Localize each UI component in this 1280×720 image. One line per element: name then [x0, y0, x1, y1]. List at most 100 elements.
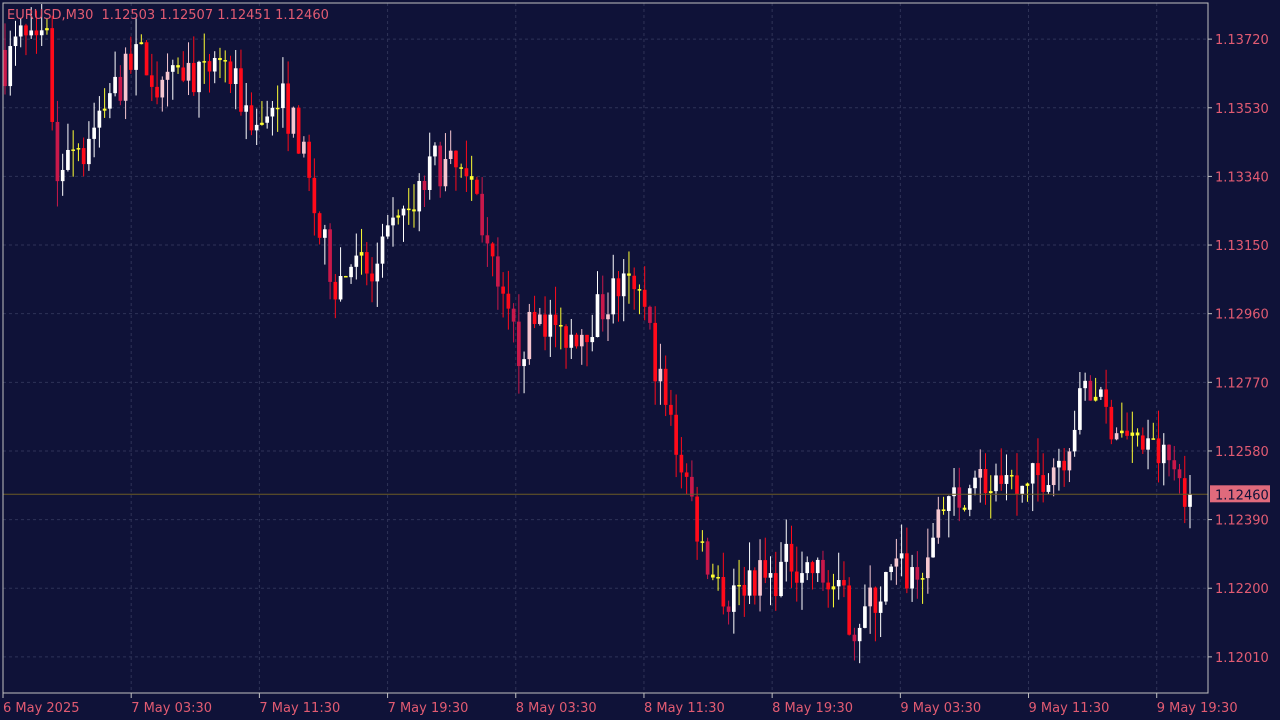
candle[interactable]: [548, 299, 553, 357]
candle[interactable]: [102, 88, 107, 118]
candle[interactable]: [758, 539, 762, 612]
candle[interactable]: [448, 130, 453, 165]
candle[interactable]: [878, 586, 883, 638]
candle[interactable]: [1004, 454, 1009, 501]
candle[interactable]: [244, 82, 249, 140]
candle[interactable]: [275, 85, 280, 132]
candle[interactable]: [1067, 448, 1072, 483]
candle[interactable]: [821, 550, 825, 591]
candle[interactable]: [328, 223, 332, 300]
candle[interactable]: [543, 296, 547, 351]
candle[interactable]: [370, 257, 374, 303]
candle[interactable]: [323, 224, 327, 265]
candle[interactable]: [716, 565, 720, 591]
candle[interactable]: [747, 542, 752, 605]
candle[interactable]: [648, 305, 652, 330]
candle[interactable]: [931, 523, 935, 558]
candle[interactable]: [794, 546, 799, 602]
candle[interactable]: [1140, 427, 1145, 454]
candle[interactable]: [228, 55, 233, 94]
candle[interactable]: [380, 223, 385, 278]
candle[interactable]: [679, 437, 684, 489]
candle[interactable]: [579, 329, 584, 365]
candle[interactable]: [983, 453, 988, 505]
candle[interactable]: [752, 567, 757, 605]
candle[interactable]: [663, 355, 668, 417]
candle[interactable]: [469, 155, 474, 201]
candle[interactable]: [1046, 473, 1051, 495]
candle[interactable]: [39, 4, 44, 46]
candle[interactable]: [66, 123, 70, 172]
candle[interactable]: [307, 134, 311, 192]
candle[interactable]: [595, 271, 600, 338]
candle[interactable]: [627, 251, 631, 304]
candle[interactable]: [475, 176, 479, 196]
candle[interactable]: [994, 463, 998, 502]
candle[interactable]: [564, 324, 568, 369]
candle[interactable]: [281, 57, 285, 128]
candle[interactable]: [1051, 458, 1056, 497]
candle[interactable]: [695, 486, 699, 560]
candle[interactable]: [684, 463, 689, 495]
candle[interactable]: [527, 303, 532, 365]
candle[interactable]: [1167, 444, 1171, 477]
candle[interactable]: [1083, 372, 1087, 401]
candle[interactable]: [401, 205, 406, 242]
candle[interactable]: [600, 275, 605, 332]
candle[interactable]: [296, 105, 301, 154]
candle[interactable]: [784, 519, 789, 582]
candle[interactable]: [202, 33, 207, 84]
candle[interactable]: [165, 53, 170, 107]
candle[interactable]: [1130, 411, 1135, 463]
candle[interactable]: [1015, 453, 1019, 516]
candle[interactable]: [1156, 410, 1161, 483]
candle[interactable]: [889, 564, 893, 581]
candle[interactable]: [239, 49, 243, 116]
candle[interactable]: [223, 50, 228, 83]
candle[interactable]: [181, 51, 186, 83]
candle[interactable]: [286, 61, 290, 152]
candle[interactable]: [988, 475, 993, 519]
candle[interactable]: [24, 23, 28, 56]
candle[interactable]: [847, 577, 852, 636]
candle[interactable]: [29, 7, 34, 39]
candle[interactable]: [606, 292, 610, 342]
candle[interactable]: [34, 10, 39, 54]
candle[interactable]: [359, 228, 364, 275]
candle[interactable]: [170, 59, 175, 100]
candle[interactable]: [1104, 369, 1108, 424]
candle[interactable]: [260, 101, 264, 126]
candle[interactable]: [936, 496, 941, 544]
candle[interactable]: [87, 121, 91, 171]
candle[interactable]: [265, 100, 270, 129]
candle[interactable]: [81, 137, 86, 177]
candle[interactable]: [1025, 482, 1030, 502]
candle[interactable]: [962, 505, 967, 512]
candle[interactable]: [134, 18, 138, 96]
candle[interactable]: [1093, 377, 1098, 402]
candle[interactable]: [485, 217, 490, 267]
candle[interactable]: [852, 627, 857, 661]
candle[interactable]: [768, 556, 773, 606]
candle[interactable]: [973, 470, 977, 496]
candle[interactable]: [763, 537, 768, 584]
candle[interactable]: [621, 259, 626, 322]
candle[interactable]: [302, 136, 306, 158]
candle[interactable]: [863, 584, 867, 629]
candle[interactable]: [705, 537, 710, 580]
candle[interactable]: [999, 448, 1004, 491]
candle[interactable]: [517, 294, 521, 394]
candle[interactable]: [396, 209, 401, 225]
candle[interactable]: [1161, 433, 1166, 486]
candle[interactable]: [385, 215, 390, 239]
candle[interactable]: [338, 247, 343, 302]
candle[interactable]: [910, 554, 914, 602]
candle[interactable]: [569, 318, 574, 359]
candle[interactable]: [1062, 448, 1066, 487]
candle[interactable]: [899, 524, 904, 577]
candle[interactable]: [144, 40, 149, 76]
candle[interactable]: [155, 61, 159, 105]
candle[interactable]: [1114, 427, 1119, 441]
candle[interactable]: [884, 571, 888, 605]
candle[interactable]: [1088, 375, 1093, 401]
